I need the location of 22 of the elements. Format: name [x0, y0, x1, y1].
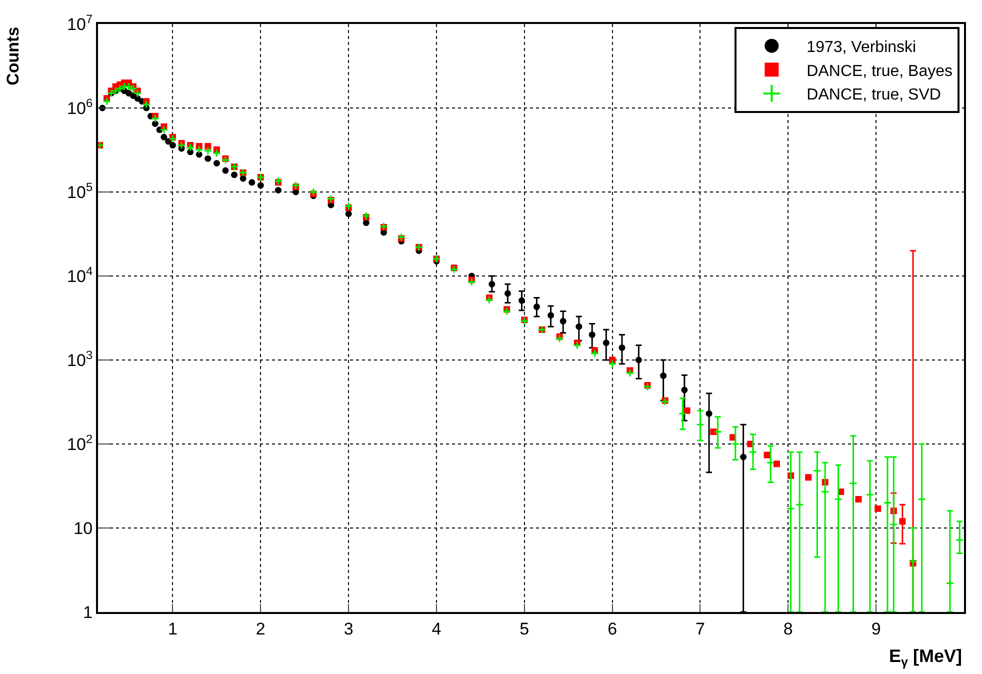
y-tick-label: 10$^{4}$	[67, 264, 93, 286]
x-tick-label: 5	[520, 619, 530, 638]
legend-label: DANCE, true, SVD	[806, 86, 941, 104]
y-tick-label: 10$^{5}$	[67, 180, 93, 202]
legend-label: 1973, Verbinski	[806, 39, 916, 56]
y-tick-label: 10	[74, 518, 93, 538]
x-tick-label: 6	[608, 619, 618, 638]
x-tick-label: 8	[783, 619, 793, 638]
y-tick-label: 1	[83, 602, 93, 622]
x-tick-label: 1	[168, 619, 178, 638]
x-tick-label: 7	[696, 619, 705, 638]
legend-label: DANCE, true, Bayes	[806, 62, 952, 80]
y-axis-title: Counts	[3, 26, 22, 86]
x-axis-title: E$_{γ}$ [MeV]	[889, 646, 962, 669]
x-tick-label: 2	[256, 619, 266, 638]
y-tick-label: 10$^{6}$	[67, 96, 93, 118]
y-tick-label: 10$^{3}$	[67, 348, 93, 370]
x-tick-label: 9	[871, 619, 881, 638]
y-tick-label: 10$^{7}$	[67, 12, 93, 34]
x-tick-label: 4	[432, 619, 442, 638]
x-tick-label: 3	[344, 619, 354, 638]
y-tick-label: 10$^{2}$	[67, 432, 93, 454]
